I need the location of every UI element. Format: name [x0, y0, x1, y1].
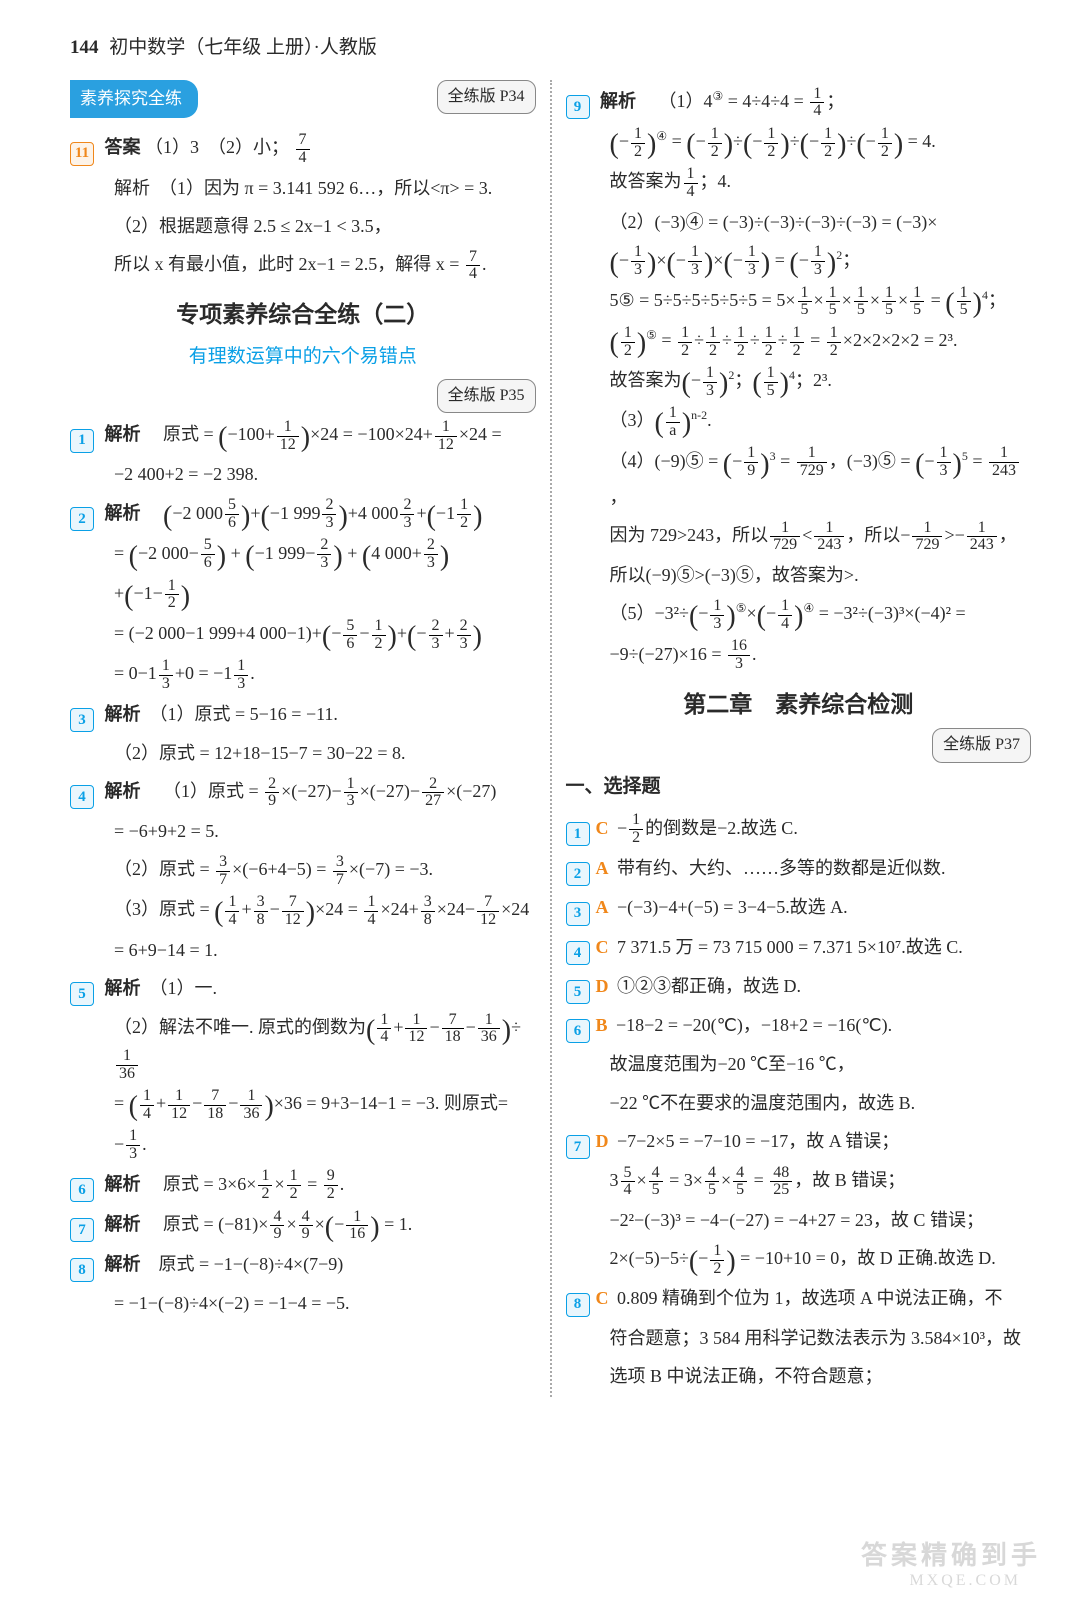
ref-p34: 全练版 P34: [437, 80, 536, 114]
q2-l5: = 0−113+0 = −113.: [70, 656, 536, 692]
frac-7-4: 74: [296, 132, 310, 167]
q8-l2: = −1−(−8)÷4×(−2) = −1−4 = −5.: [70, 1286, 536, 1320]
ref-p37-row: 全练版 P37: [566, 728, 1032, 762]
r6-l2: 故温度范围为−20 ℃至−16 ℃，: [566, 1047, 1032, 1081]
qnum-6: 6: [70, 1178, 94, 1202]
q4-l4: （3）原式 = (14+38−712)×24 = 14×24+38×24−712…: [70, 892, 536, 928]
ref-p35-row: 全练版 P35: [70, 379, 536, 413]
ref-p37: 全练版 P37: [932, 728, 1031, 762]
q4-l3: （2）原式 = 37×(−6+4−5) = 37×(−7) = −3.: [70, 852, 536, 888]
book-title: 初中数学（七年级 上册）·人教版: [109, 37, 377, 58]
q11-e3: 所以 x 有最小值，此时 2x−1 = 2.5，解得 x = 74.: [70, 247, 536, 283]
q11-ans: （1）3 （2）小；: [145, 137, 289, 157]
q11-e2: （2）根据题意得 2.5 ≤ 2x−1 < 3.5，: [70, 209, 536, 243]
q5-l4: −13.: [70, 1127, 536, 1163]
qnum-1: 1: [70, 429, 94, 453]
q1: 1 解析 原式 = (−100+112)×24 = −100×24+112×24…: [70, 417, 536, 453]
columns: 素养探究全练 全练版 P34 11 答案 （1）3 （2）小； 74 解析 （1…: [70, 80, 1031, 1397]
q4-l5: = 6+9−14 = 1.: [70, 933, 536, 967]
r7-l2: 354×45 = 3×45×45 = 4825，故 B 错误；: [566, 1163, 1032, 1199]
q3: 3 解析 （1）原式 = 5−16 = −11.: [70, 697, 536, 732]
q3-l2: （2）原式 = 12+18−15−7 = 30−22 = 8.: [70, 736, 536, 770]
banner-label: 素养探究全练: [70, 80, 198, 118]
qnum-8: 8: [70, 1258, 94, 1282]
q9-l14: −9÷(−27)×16 = 163.: [566, 637, 1032, 673]
q9-l4: （2）(−3)④ = (−3)÷(−3)÷(−3)÷(−3) = (−3)×: [566, 205, 1032, 239]
q2-l3: +(−1−12): [70, 576, 536, 612]
q2-l4: = (−2 000−1 999+4 000−1)+(−56−12)+(−23+2…: [70, 616, 536, 652]
row-banner: 素养探究全练 全练版 P34: [70, 80, 536, 126]
r8-l2: 符合题意；3 584 用科学记数法表示为 3.584×10³，故: [566, 1321, 1032, 1355]
q9-l12: 所以(−9)⑤>(−3)⑤，故答案为>.: [566, 558, 1032, 592]
section-title: 专项素养综合全练（二）: [70, 293, 536, 337]
q9-l13: （5）−3²÷(−13)⑤×(−14)④ = −3²÷(−3)³×(−4)² =: [566, 596, 1032, 632]
q9-l11: 因为 729>243，所以1729<1243，所以−1729>−1243，: [566, 518, 1032, 554]
q5-l2: （2）解法不唯一. 原式的倒数为(14+112−718−136)÷136: [70, 1010, 536, 1082]
section2-title: 第二章 素养综合检测: [566, 683, 1032, 727]
r4: 4C 7 371.5 万 = 73 715 000 = 7.371 5×10⁷.…: [566, 930, 1032, 965]
r7: 7D −7−2×5 = −7−10 = −17，故 A 错误；: [566, 1124, 1032, 1159]
r3: 3A −(−3)−4+(−5) = 3−4−5.故选 A.: [566, 890, 1032, 925]
q4: 4 解析 （1）原式 = 29×(−27)−13×(−27)−227×(−27): [70, 774, 536, 810]
r6: 6B −18−2 = −20(℃)，−18+2 = −16(℃).: [566, 1008, 1032, 1043]
q9-l7: (12)⑤ = 12÷12÷12÷12÷12 = 12×2×2×2×2 = 2³…: [566, 323, 1032, 359]
page-header: 144 初中数学（七年级 上册）·人教版: [70, 30, 1031, 66]
page-number: 144: [70, 37, 99, 58]
q5-l3: = (14+112−718−136)×36 = 9+3−14−1 = −3. 则…: [70, 1086, 536, 1122]
qnum-5: 5: [70, 982, 94, 1006]
q9: 9 解析 （1）4③ = 4÷4÷4 = 14；: [566, 84, 1032, 120]
q9-l6: 5⑤ = 5÷5÷5÷5÷5÷5 = 5×15×15×15×15×15 = (1…: [566, 283, 1032, 319]
r8: 8C 0.809 精确到个位为 1，故选项 A 中说法正确，不: [566, 1281, 1032, 1316]
q11: 11 答案 （1）3 （2）小； 74: [70, 130, 536, 166]
q9-l8: 故答案为(−13)2；(15)4；2³.: [566, 363, 1032, 399]
q2-l2: = (−2 000−56) + (−1 999−23) + (4 000+23): [70, 536, 536, 572]
r8-l3: 选项 B 中说法正确，不符合题意；: [566, 1359, 1032, 1393]
watermark-url: MXQE.COM: [909, 1566, 1021, 1596]
qnum-4: 4: [70, 785, 94, 809]
r6-l3: −22 ℃不在要求的温度范围内，故选 B.: [566, 1086, 1032, 1120]
q9-l10: （4）(−9)⑤ = (−19)3 = 1729，(−3)⑤ = (−13)5 …: [566, 444, 1032, 514]
qnum-9: 9: [566, 95, 590, 119]
q4-l2: = −6+9+2 = 5.: [70, 814, 536, 848]
q9-l9: （3）(1a)n-2.: [566, 403, 1032, 439]
right-column: 9 解析 （1）4③ = 4÷4÷4 = 14； (−12)④ = (−12)÷…: [552, 80, 1032, 1397]
r7-l4: 2×(−5)−5÷(−12) = −10+10 = 0，故 D 正确.故选 D.: [566, 1241, 1032, 1277]
q9-l5: (−13)×(−13)×(−13) = (−13)2；: [566, 243, 1032, 279]
q11-e1: 解析 （1）因为 π = 3.141 592 6…，所以<π> = 3.: [70, 171, 536, 205]
q5: 5 解析 （1）一.: [70, 971, 536, 1006]
r5: 5D ①②③都正确，故选 D.: [566, 969, 1032, 1004]
q6: 6 解析 原式 = 3×6×12×12 = 92.: [70, 1167, 536, 1203]
q9-l2: (−12)④ = (−12)÷(−12)÷(−12)÷(−12) = 4.: [566, 124, 1032, 160]
q8: 8 解析 原式 = −1−(−8)÷4×(7−9): [70, 1247, 536, 1282]
answer-label: 答案: [105, 137, 141, 157]
qnum-2: 2: [70, 507, 94, 531]
ref-p35: 全练版 P35: [437, 379, 536, 413]
qnum-7: 7: [70, 1218, 94, 1242]
section2-heading: 一、选择题: [566, 769, 1032, 805]
r1: 1C −12的倒数是−2.故选 C.: [566, 811, 1032, 847]
q1-l2: −2 400+2 = −2 398.: [70, 457, 536, 491]
qnum-11: 11: [70, 142, 94, 166]
qnum-3: 3: [70, 708, 94, 732]
q2: 2 解析 (−2 00056)+(−1 99923)+4 00023+(−112…: [70, 496, 536, 532]
q9-l3: 故答案为14；4.: [566, 164, 1032, 200]
r2: 2A 带有约、大约、……多等的数都是近似数.: [566, 851, 1032, 886]
q7: 7 解析 原式 = (−81)×49×49×(−116) = 1.: [70, 1207, 536, 1243]
r7-l3: −2²−(−3)³ = −4−(−27) = −4+27 = 23，故 C 错误…: [566, 1203, 1032, 1237]
left-column: 素养探究全练 全练版 P34 11 答案 （1）3 （2）小； 74 解析 （1…: [70, 80, 552, 1397]
section-subtitle: 有理数运算中的六个易错点: [70, 339, 536, 375]
